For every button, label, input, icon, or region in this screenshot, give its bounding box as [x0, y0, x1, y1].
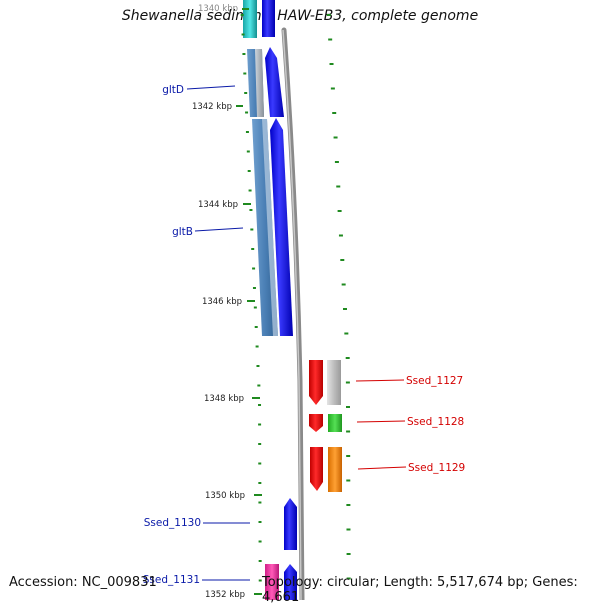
gene-Ssed_1127 — [327, 360, 341, 405]
left-tick-column — [240, 14, 262, 582]
label-Ssed_1129[interactable]: Ssed_1129 — [408, 462, 465, 474]
tick-label-1352: 1352 kbp — [205, 590, 245, 600]
leader-gltB — [194, 227, 244, 232]
label-gltD[interactable]: gltD — [162, 84, 184, 96]
right-gene-labels: Ssed_1127 Ssed_1128 Ssed_1129 — [355, 375, 465, 474]
leader-Ssed_1128 — [356, 420, 406, 423]
gene-cyan-top — [243, 0, 257, 38]
cds-Ssed_1131 — [284, 564, 297, 600]
gene-Ssed_1129 — [328, 447, 342, 492]
gene-Ssed_1131 — [265, 564, 279, 600]
leader-Ssed_1127 — [355, 379, 405, 382]
label-Ssed_1130[interactable]: Ssed_1130 — [144, 517, 201, 529]
tick-label-1348: 1348 kbp — [204, 394, 244, 404]
genome-title: Shewanella sediminis HAW-EB3, complete g… — [121, 8, 479, 24]
label-Ssed_1127[interactable]: Ssed_1127 — [406, 375, 463, 387]
left-gene-labels: gltD gltB Ssed_1130 Ssed_1131 — [143, 84, 250, 586]
cds-Ssed_1127 — [309, 360, 323, 405]
gene-gltB-edge — [262, 119, 278, 336]
topology-text: Topology: circular; Length: 5,517,674 bp… — [262, 575, 578, 605]
tick-label-1350: 1350 kbp — [205, 491, 245, 501]
gene-gltD-shade — [255, 49, 264, 117]
kbp-scale: 1340 kbp 1342 kbp 1344 kbp 1346 kbp 1348… — [192, 4, 262, 600]
tick-label-1346: 1346 kbp — [202, 297, 242, 307]
label-Ssed_1131[interactable]: Ssed_1131 — [143, 574, 200, 586]
gene-blue-top — [262, 0, 275, 37]
leader-Ssed_1129 — [357, 466, 407, 470]
tick-label-1344: 1344 kbp — [198, 200, 238, 210]
cds-gltD — [265, 47, 284, 117]
tick-label-1342: 1342 kbp — [192, 102, 232, 112]
right-tick-column — [326, 14, 351, 580]
cds-gltB — [270, 118, 293, 336]
tick-label-1340: 1340 kbp — [198, 4, 238, 14]
accession-text: Accession: NC_009831 — [9, 575, 157, 590]
cds-Ssed_1128 — [309, 414, 323, 432]
genome-backbone — [281, 27, 305, 600]
leader-gltD — [186, 85, 236, 90]
gene-Ssed_1128 — [328, 414, 342, 432]
cds-Ssed_1129 — [310, 447, 323, 491]
genome-backbone-highlight — [282, 29, 302, 600]
label-gltB[interactable]: gltB — [172, 226, 193, 238]
cds-Ssed_1130 — [284, 498, 297, 550]
label-Ssed_1128[interactable]: Ssed_1128 — [407, 416, 464, 428]
